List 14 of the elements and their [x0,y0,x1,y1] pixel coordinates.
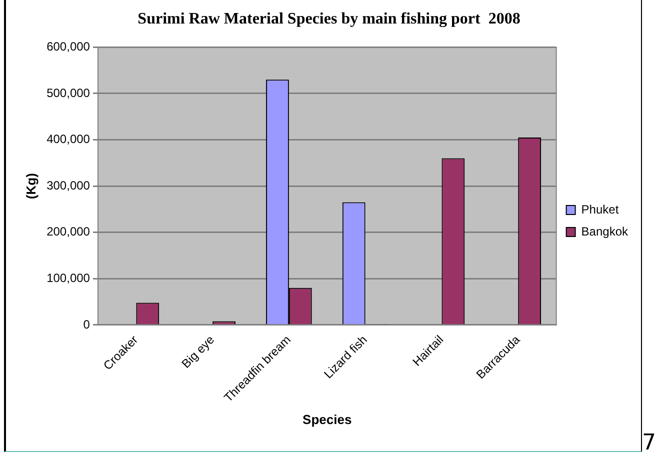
y-tick-label: 400,000 [46,132,90,146]
y-axis-title: (Kg) [23,173,38,200]
x-tick-label: Big eye [178,332,218,371]
legend-label: Bangkok [581,224,629,238]
y-tick-label: 500,000 [46,86,90,100]
y-tick-label: 100,000 [46,270,90,285]
y-tick-label: 300,000 [46,178,90,192]
x-axis-title: Species [302,412,352,427]
text: 7 [642,430,656,456]
legend-label: Phuket [581,202,620,216]
y-tick-label: 0 [83,317,90,332]
y-tick-label: 600,000 [46,40,90,54]
chart-title: Surimi Raw Material Species by main fishing port 2008 [138,10,520,28]
y-tick-label: 200,000 [46,224,90,239]
